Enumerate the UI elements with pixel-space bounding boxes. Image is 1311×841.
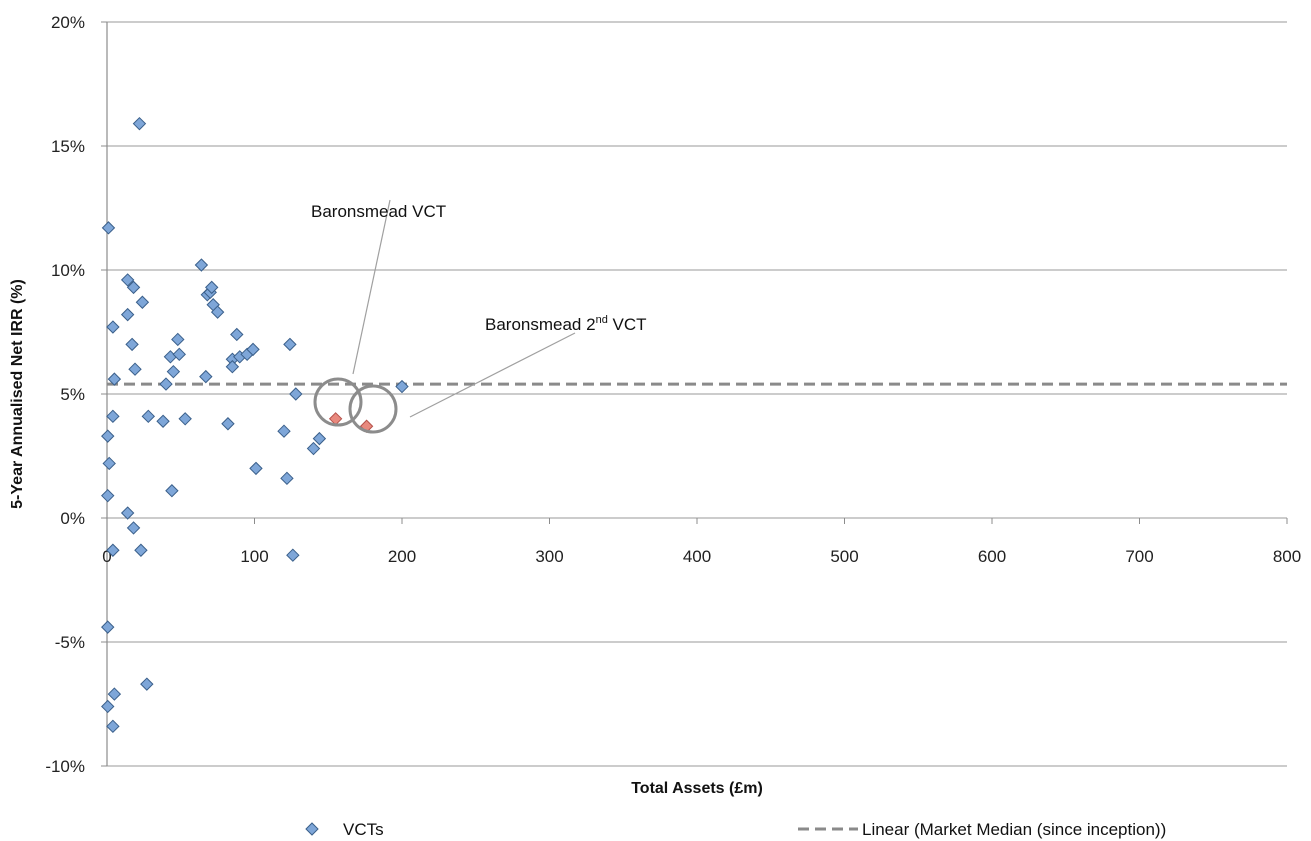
data-point-diamond <box>172 347 186 362</box>
data-point-diamond <box>159 377 173 391</box>
y-axis-title: 5-Year Annualised Net IRR (%) <box>9 279 26 509</box>
y-tick-label: 15% <box>51 137 85 156</box>
label-prefix: Baronsmead 2 <box>485 315 596 334</box>
y-tick-label: 5% <box>60 385 85 404</box>
legend-label-vcts: VCTs <box>343 820 384 839</box>
data-point-diamond <box>210 305 225 319</box>
data-point-diamond <box>128 362 142 376</box>
data-point-diamond <box>230 327 244 342</box>
data-point-diamond <box>106 409 120 424</box>
x-tick-label: 500 <box>830 547 858 566</box>
x-tick-label: 300 <box>535 547 563 566</box>
data-point-diamond <box>166 364 181 379</box>
baronsmead-vct-leader <box>352 199 391 375</box>
data-point-diamond <box>280 471 294 486</box>
data-point-diamond <box>194 258 209 272</box>
data-point-diamond <box>106 320 120 334</box>
data-point-diamond <box>141 409 156 424</box>
data-point-diamond <box>312 431 327 446</box>
x-tick-label: 200 <box>388 547 416 566</box>
data-point-diamond <box>102 456 116 471</box>
data-point-diamond <box>132 116 147 131</box>
data-point-diamond <box>126 280 141 295</box>
data-point-diamond <box>283 337 297 352</box>
x-tick-label: 400 <box>683 547 711 566</box>
data-point-diamond <box>277 424 291 438</box>
data-point-diamond <box>125 337 139 352</box>
legend: VCTs Linear (Market Median (since incept… <box>305 820 1166 839</box>
gridlines <box>101 21 1287 767</box>
x-tick-labels: 0 100 200 300 400 500 600 700 800 <box>102 518 1301 566</box>
legend-label-trendline: Linear (Market Median (since inception)) <box>862 820 1166 839</box>
data-point-diamond <box>106 719 120 734</box>
y-tick-label: -10% <box>45 757 85 776</box>
data-point-diamond <box>246 342 260 357</box>
data-point-diamond <box>120 307 135 322</box>
baronsmead-vct-circle <box>313 377 363 427</box>
label-superscript: nd <box>596 314 608 326</box>
data-point-diamond <box>101 221 116 235</box>
data-point-diamond <box>199 369 213 384</box>
data-point-diamond <box>171 332 185 347</box>
data-point-diamond <box>101 620 115 634</box>
data-point-diamond <box>178 412 192 426</box>
y-tick-labels: -10% -5% 0% 5% 10% 15% 20% <box>45 13 85 776</box>
x-tick-label: 700 <box>1125 547 1153 566</box>
y-tick-label: 0% <box>60 509 85 528</box>
x-tick-label: 0 <box>102 547 111 566</box>
data-point-diamond <box>221 417 235 431</box>
data-point-diamond <box>135 295 150 309</box>
legend-diamond-icon <box>305 822 319 836</box>
data-point-diamond <box>107 687 122 701</box>
x-tick-label: 800 <box>1273 547 1301 566</box>
data-point-diamond <box>306 441 321 456</box>
data-point-diamond <box>106 543 120 557</box>
x-tick-label: 100 <box>240 547 268 566</box>
data-point-diamond <box>101 429 115 443</box>
baronsmead-2nd-vct-circle <box>348 384 398 434</box>
data-point-diamond <box>249 461 263 476</box>
data-point-diamond <box>205 280 219 295</box>
x-tick-label: 600 <box>978 547 1006 566</box>
x-axis-title: Total Assets (£m) <box>631 780 763 797</box>
data-points <box>101 116 409 734</box>
data-point-diamond <box>140 677 154 691</box>
data-point-diamond <box>120 273 135 287</box>
data-point-diamond <box>134 543 148 557</box>
y-tick-label: -5% <box>55 633 85 652</box>
data-point-diamond <box>107 372 122 386</box>
data-point-diamond <box>120 506 135 520</box>
data-point-diamond <box>156 414 170 428</box>
label-suffix: VCT <box>608 315 647 334</box>
data-point-diamond <box>126 521 141 535</box>
data-point-diamond <box>165 484 179 498</box>
y-tick-label: 10% <box>51 261 85 280</box>
data-point-diamond <box>101 699 115 714</box>
data-point-diamond <box>101 488 115 503</box>
data-point-diamond <box>289 387 303 401</box>
baronsmead-vct-label: Baronsmead VCT <box>311 202 446 221</box>
data-point-diamond <box>225 360 240 374</box>
data-point-diamond <box>286 548 300 562</box>
baronsmead-2nd-vct-leader <box>409 332 576 418</box>
baronsmead-2nd-vct-label: Baronsmead 2nd VCT <box>485 314 647 334</box>
y-tick-label: 20% <box>51 13 85 32</box>
data-point-diamond <box>395 379 409 394</box>
annotations: Baronsmead VCT Baronsmead 2nd VCT <box>311 199 647 434</box>
